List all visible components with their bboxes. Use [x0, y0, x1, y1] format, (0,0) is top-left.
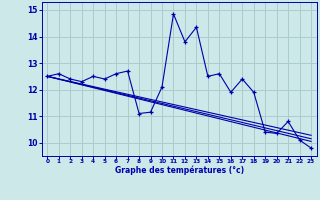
- X-axis label: Graphe des températures (°c): Graphe des températures (°c): [115, 166, 244, 175]
